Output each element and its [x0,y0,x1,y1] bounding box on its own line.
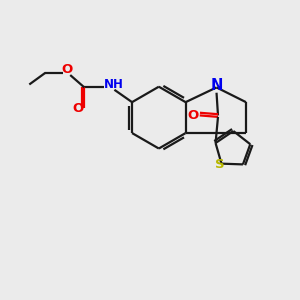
Text: O: O [72,101,83,115]
Text: NH: NH [104,78,124,91]
Text: O: O [188,109,199,122]
Text: O: O [61,63,72,76]
Text: N: N [210,79,223,94]
Text: S: S [215,158,225,171]
